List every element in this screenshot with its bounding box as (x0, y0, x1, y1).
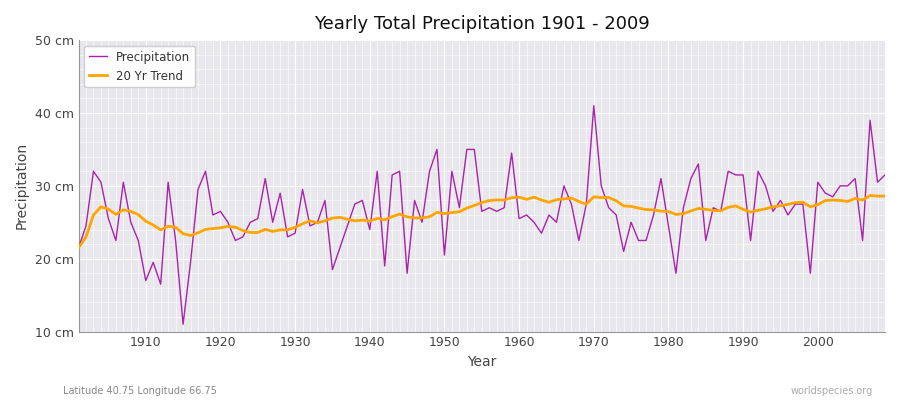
20 Yr Trend (603, 195, 614, 200)
Precipitation (349, 202, 360, 206)
Text: Latitude 40.75 Longitude 66.75: Latitude 40.75 Longitude 66.75 (63, 386, 217, 396)
Precipitation (618, 249, 629, 254)
Precipitation (304, 224, 315, 228)
Precipitation (879, 172, 890, 177)
20 Yr Trend (73, 245, 84, 250)
Precipitation (521, 212, 532, 217)
20 Yr Trend (342, 217, 353, 222)
20 Yr Trend (133, 212, 144, 217)
20 Yr Trend (297, 221, 308, 226)
Precipitation (73, 245, 84, 250)
20 Yr Trend (865, 193, 876, 198)
Text: worldspecies.org: worldspecies.org (791, 386, 873, 396)
20 Yr Trend (879, 194, 890, 198)
Precipitation (133, 238, 144, 243)
X-axis label: Year: Year (467, 355, 497, 369)
Precipitation (514, 216, 525, 221)
Y-axis label: Precipitation: Precipitation (15, 142, 29, 230)
Line: Precipitation: Precipitation (78, 106, 885, 324)
Line: 20 Yr Trend: 20 Yr Trend (78, 196, 885, 248)
20 Yr Trend (506, 195, 517, 200)
Precipitation (177, 322, 188, 327)
Precipitation (589, 103, 599, 108)
Title: Yearly Total Precipitation 1901 - 2009: Yearly Total Precipitation 1901 - 2009 (314, 15, 650, 33)
20 Yr Trend (514, 195, 525, 200)
Legend: Precipitation, 20 Yr Trend: Precipitation, 20 Yr Trend (85, 46, 195, 87)
